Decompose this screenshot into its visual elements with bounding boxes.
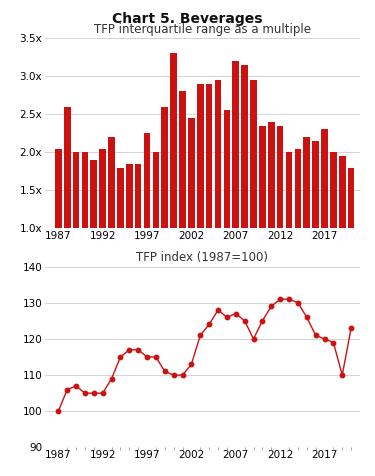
- Bar: [294, 149, 301, 228]
- Bar: [268, 122, 274, 228]
- Bar: [224, 110, 230, 228]
- Bar: [206, 84, 213, 228]
- Bar: [232, 61, 239, 228]
- Bar: [259, 126, 266, 228]
- Bar: [117, 168, 124, 228]
- Bar: [99, 149, 106, 228]
- Bar: [348, 168, 354, 228]
- Bar: [286, 152, 292, 228]
- Bar: [312, 141, 319, 228]
- Bar: [153, 152, 159, 228]
- Bar: [215, 80, 221, 228]
- Bar: [144, 133, 150, 228]
- Text: Chart 5. Beverages: Chart 5. Beverages: [112, 12, 263, 26]
- Bar: [250, 80, 257, 228]
- Bar: [170, 53, 177, 228]
- Bar: [82, 152, 88, 228]
- Bar: [179, 91, 186, 228]
- Bar: [108, 137, 115, 228]
- Bar: [277, 126, 284, 228]
- Bar: [188, 118, 195, 228]
- Bar: [321, 129, 328, 228]
- Bar: [303, 137, 310, 228]
- Title: TFP interquartile range as a multiple: TFP interquartile range as a multiple: [94, 22, 311, 36]
- Bar: [73, 152, 80, 228]
- Bar: [339, 156, 346, 228]
- Bar: [135, 164, 141, 228]
- Bar: [197, 84, 204, 228]
- Bar: [126, 164, 133, 228]
- Bar: [90, 160, 97, 228]
- Bar: [330, 152, 337, 228]
- Bar: [64, 107, 70, 228]
- Bar: [162, 107, 168, 228]
- Bar: [242, 65, 248, 228]
- Title: TFP index (1987=100): TFP index (1987=100): [136, 251, 268, 264]
- Bar: [55, 149, 62, 228]
